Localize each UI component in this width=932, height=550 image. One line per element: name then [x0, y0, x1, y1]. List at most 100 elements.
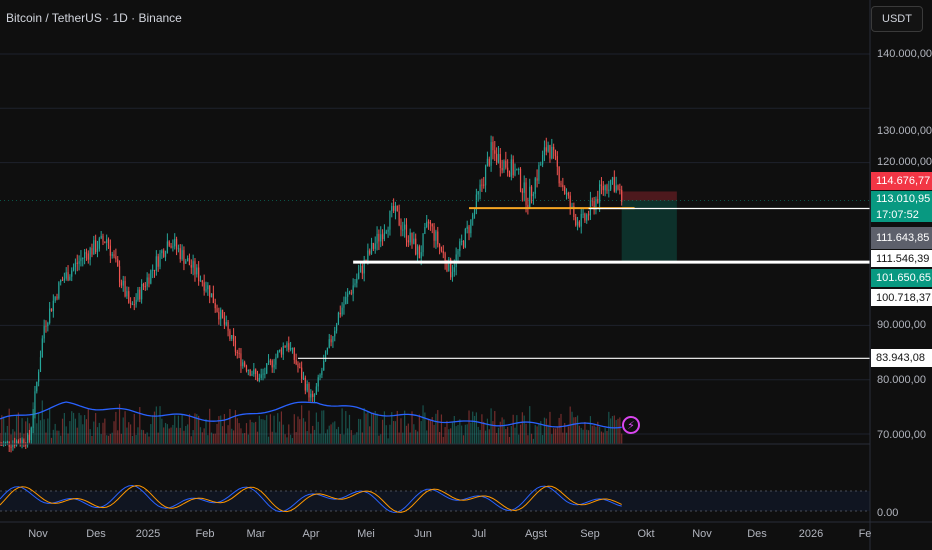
volume-bar	[118, 403, 121, 444]
volume-bar	[277, 413, 279, 444]
volume-bar	[245, 423, 248, 444]
candle-body	[220, 309, 222, 320]
volume-bar	[538, 424, 540, 444]
volume-bar	[192, 430, 194, 444]
volume-bar	[611, 416, 614, 444]
volume-bar	[413, 424, 415, 444]
candlestick-series[interactable]	[0, 135, 623, 453]
take-profit-zone	[621, 200, 677, 263]
volume-bar	[232, 430, 235, 444]
volume-bar	[527, 435, 529, 444]
volume-bar	[67, 433, 69, 444]
volume-bar	[39, 420, 42, 444]
volume-bar	[488, 429, 490, 444]
candle-body	[122, 280, 124, 286]
candle-body	[126, 291, 128, 297]
candle-body	[174, 238, 176, 247]
volume-bar	[267, 436, 270, 444]
volume-bar	[286, 437, 288, 444]
time-axis-label: Des	[86, 528, 106, 540]
time-axis-label: Fe	[858, 528, 872, 540]
candle-body	[221, 309, 224, 318]
current-price-tag: 114.676,77	[871, 172, 932, 190]
candle-body	[1, 444, 3, 446]
candle-body	[295, 359, 297, 364]
candle-body	[529, 186, 531, 209]
volume-bar	[187, 424, 189, 444]
candle-body	[10, 446, 12, 448]
candle-body	[545, 147, 547, 152]
candle-body	[25, 444, 27, 446]
candle-body	[218, 311, 220, 320]
candle-body	[231, 335, 233, 339]
volume-bar	[330, 424, 332, 444]
candle-body	[199, 280, 202, 282]
volume-bar	[475, 412, 477, 444]
volume-bar	[507, 426, 509, 444]
volume-bar	[266, 415, 268, 444]
volume-bar	[58, 430, 60, 444]
candle-body	[542, 154, 544, 165]
volume-bar	[560, 413, 562, 444]
candle-body	[348, 292, 351, 294]
candle-body	[209, 285, 211, 298]
candle-body	[32, 413, 34, 428]
candle-body	[267, 360, 270, 364]
volume-bar	[271, 431, 273, 444]
volume-bar	[65, 426, 67, 444]
volume-bar	[451, 422, 454, 444]
volume-bar	[238, 423, 240, 444]
volume-bar	[470, 422, 472, 444]
grid-lines	[0, 53, 870, 435]
volume-bar	[203, 428, 205, 444]
volume-bar	[113, 421, 115, 444]
candle-body	[247, 370, 249, 372]
candle-body	[234, 340, 237, 352]
time-axis-label: Okt	[637, 528, 655, 540]
stoch-rsi-oscillator	[0, 484, 870, 513]
lightning-bolt-icon[interactable]: ⚡	[622, 416, 640, 434]
volume-bars	[0, 400, 623, 444]
volume-bar	[396, 410, 398, 444]
time-axis-label: Nov	[692, 528, 712, 540]
candle-body	[484, 166, 487, 186]
candle-body	[409, 232, 411, 243]
candle-body	[177, 248, 180, 250]
candle-body	[98, 238, 100, 249]
volume-bar	[545, 418, 547, 444]
candle-body	[100, 235, 102, 239]
white-level-tag: 111.546,39	[871, 250, 932, 267]
candle-body	[253, 369, 255, 375]
volume-bar	[93, 421, 95, 444]
candle-body	[54, 296, 56, 301]
candle-body	[562, 184, 564, 188]
candle-body	[266, 363, 268, 374]
volume-bar	[323, 410, 325, 444]
candle-body	[159, 253, 161, 267]
candle-body	[4, 442, 7, 444]
candle-body	[512, 159, 514, 176]
volume-bar	[385, 425, 387, 444]
candle-body	[288, 343, 290, 350]
time-axis-label: 2026	[798, 528, 824, 540]
horizontal-levels[interactable]	[297, 207, 870, 359]
volume-bar	[85, 419, 88, 444]
volume-bar	[341, 408, 343, 444]
candle-body	[352, 285, 354, 294]
candle-body	[501, 167, 503, 171]
candle-body	[229, 330, 231, 339]
candle-body	[595, 198, 597, 210]
volume-bar	[128, 422, 130, 444]
candle-body	[251, 374, 253, 376]
candle-body	[413, 238, 415, 244]
candle-body	[461, 241, 463, 243]
volume-bar	[591, 425, 593, 444]
candle-body	[85, 252, 88, 254]
currency-button[interactable]: USDT	[871, 6, 923, 32]
volume-bar	[34, 405, 36, 444]
candle-body	[172, 246, 174, 248]
volume-bar	[416, 431, 419, 444]
volume-bar	[518, 434, 520, 444]
candle-body	[564, 187, 566, 194]
